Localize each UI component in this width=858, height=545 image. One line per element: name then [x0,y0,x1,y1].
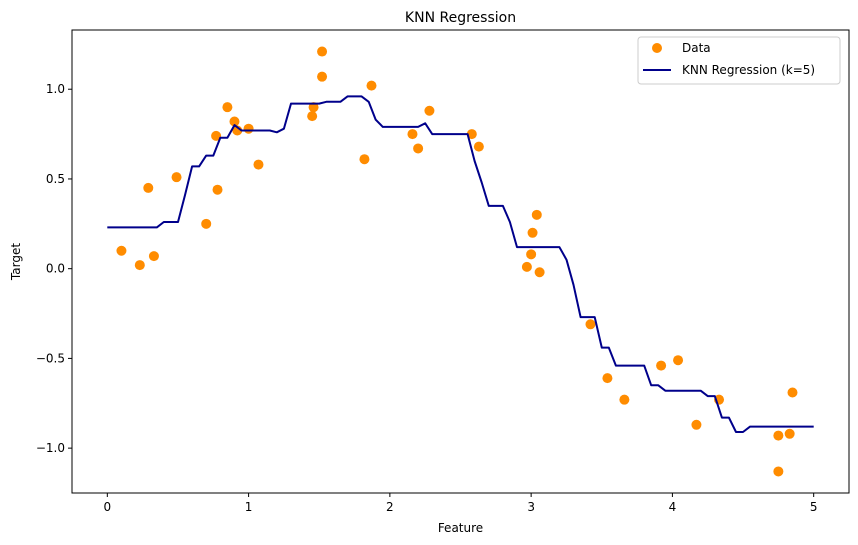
data-point [407,129,418,140]
data-point [134,260,145,271]
x-tick-label: 0 [103,500,111,514]
legend-label-knn: KNN Regression (k=5) [682,63,815,77]
y-tick-label: 0.5 [46,172,65,186]
y-tick-label: 1.0 [46,82,65,96]
data-point [253,159,264,170]
series-layer [107,46,814,477]
y-tick-label: 0.0 [46,262,65,276]
data-point [534,267,545,278]
axes-frame [71,29,850,494]
data-point [619,394,630,405]
data-point [243,123,254,134]
x-axis-ticks: 0 1 2 3 4 5 [103,493,818,514]
legend-label-data: Data [682,41,711,55]
data-point [527,227,538,238]
data-point [171,172,182,183]
y-tick-label: −0.5 [36,351,65,365]
x-tick-label: 2 [386,500,394,514]
data-point [307,111,318,122]
data-point [585,319,596,330]
legend-marker-data [652,43,662,53]
legend-box [637,36,841,85]
data-point [317,71,328,82]
data-point [473,141,484,152]
data-point [308,102,319,113]
data-point [222,102,233,113]
x-tick-label: 3 [527,500,535,514]
y-axis-ticks: −1.0 −0.5 0.0 0.5 1.0 [36,82,72,455]
data-point [359,154,370,165]
x-tick-label: 4 [669,500,677,514]
data-point [148,251,159,262]
x-tick-label: 1 [245,500,253,514]
x-axis-label: Feature [438,521,483,535]
data-point [521,261,532,272]
data-point [211,130,222,141]
data-point [317,46,328,57]
knn-regression-line [107,95,814,433]
x-tick-label: 5 [810,500,818,514]
legend: Data KNN Regression (k=5) [637,36,841,85]
data-point [201,218,212,229]
data-point [212,184,223,195]
y-axis-label: Target [9,243,23,281]
chart-title: KNN Regression [405,10,516,26]
data-point [466,129,477,140]
data-point [424,105,435,116]
data-point [673,355,684,366]
data-point [787,387,798,398]
data-point [602,373,613,384]
data-point [691,419,702,430]
data-point [784,428,795,439]
data-point [229,116,240,127]
data-point [773,466,784,477]
data-point [366,80,377,91]
data-point [773,430,784,441]
y-tick-label: −1.0 [36,441,65,455]
data-point [656,360,667,371]
data-point [116,245,127,256]
data-point [413,143,424,154]
axes-background [72,30,849,493]
data-point [143,182,154,193]
data-point [526,249,537,260]
plot-area [71,29,850,494]
data-point [531,209,542,220]
